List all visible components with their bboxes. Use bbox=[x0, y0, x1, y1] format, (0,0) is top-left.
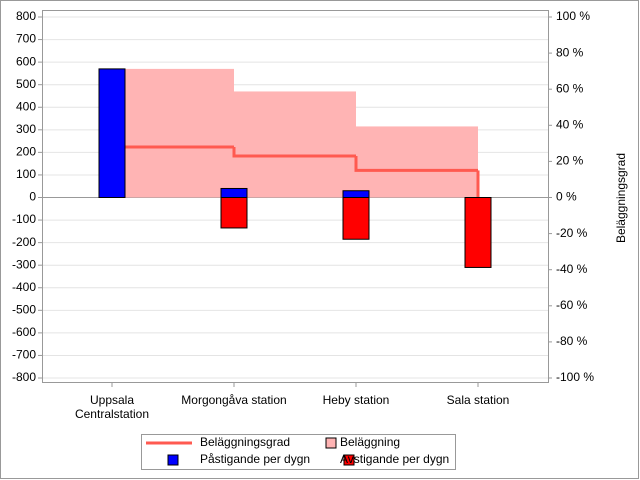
bar bbox=[464, 197, 492, 268]
y2-tick-label: -40 % bbox=[556, 262, 588, 276]
y2-tick-label: -20 % bbox=[556, 226, 588, 240]
y2-axis-label: Beläggningsgrad bbox=[614, 153, 628, 243]
legend-label: Beläggning bbox=[340, 435, 400, 449]
y2-tick-label: -100 % bbox=[556, 370, 594, 384]
legend-swatch bbox=[167, 454, 179, 466]
line-step bbox=[354, 155, 478, 172]
y-tick-label: -500 bbox=[12, 302, 36, 316]
y-tick-label: 500 bbox=[16, 77, 36, 91]
y2-tick-label: 60 % bbox=[556, 81, 584, 95]
y2-tick-label: 40 % bbox=[556, 117, 584, 131]
area-step bbox=[356, 126, 478, 198]
y2-tick-label: 80 % bbox=[556, 45, 584, 59]
bar bbox=[220, 187, 248, 199]
y-tick-label: 100 bbox=[16, 167, 36, 181]
y-tick-label: 800 bbox=[16, 9, 36, 23]
legend-swatch bbox=[343, 454, 355, 466]
bar bbox=[98, 68, 126, 198]
x-tick-label: Uppsala Centralstation bbox=[74, 393, 150, 421]
y-tick-label: -300 bbox=[12, 257, 36, 271]
y-tick-label: -800 bbox=[12, 370, 36, 384]
legend bbox=[141, 434, 456, 470]
legend-label: Avstigande per dygn bbox=[340, 452, 449, 466]
x-tick-label: Heby station bbox=[322, 393, 390, 407]
y2-tick-label: 0 % bbox=[556, 190, 577, 204]
line-step bbox=[232, 146, 356, 158]
y-tick-label: 0 bbox=[29, 190, 36, 204]
x-tick-label: Sala station bbox=[446, 393, 510, 407]
y2-tick-label: 100 % bbox=[556, 9, 590, 23]
y-tick-label: -400 bbox=[12, 280, 36, 294]
bar bbox=[342, 190, 370, 198]
plot-frame bbox=[42, 10, 549, 383]
y-tick-label: -100 bbox=[12, 212, 36, 226]
y2-tick-label: -60 % bbox=[556, 298, 588, 312]
x-tick-label: Morgongåva station bbox=[181, 393, 287, 407]
y-tick-label: 200 bbox=[16, 145, 36, 159]
area-step bbox=[112, 68, 234, 198]
legend-label: Beläggningsgrad bbox=[200, 435, 290, 449]
y-tick-label: -600 bbox=[12, 325, 36, 339]
y-tick-label: 600 bbox=[16, 54, 36, 68]
bar bbox=[342, 197, 370, 240]
y-tick-label: -700 bbox=[12, 348, 36, 362]
y-tick-label: 400 bbox=[16, 99, 36, 113]
y-tick-label: -200 bbox=[12, 235, 36, 249]
legend-label: Påstigande per dygn bbox=[200, 452, 310, 466]
y2-tick-label: -80 % bbox=[556, 334, 588, 348]
legend-swatch bbox=[325, 437, 337, 449]
y2-tick-label: 20 % bbox=[556, 154, 584, 168]
bar bbox=[220, 197, 248, 229]
area-step bbox=[234, 91, 356, 198]
y-tick-label: 700 bbox=[16, 32, 36, 46]
y-tick-label: 300 bbox=[16, 122, 36, 136]
